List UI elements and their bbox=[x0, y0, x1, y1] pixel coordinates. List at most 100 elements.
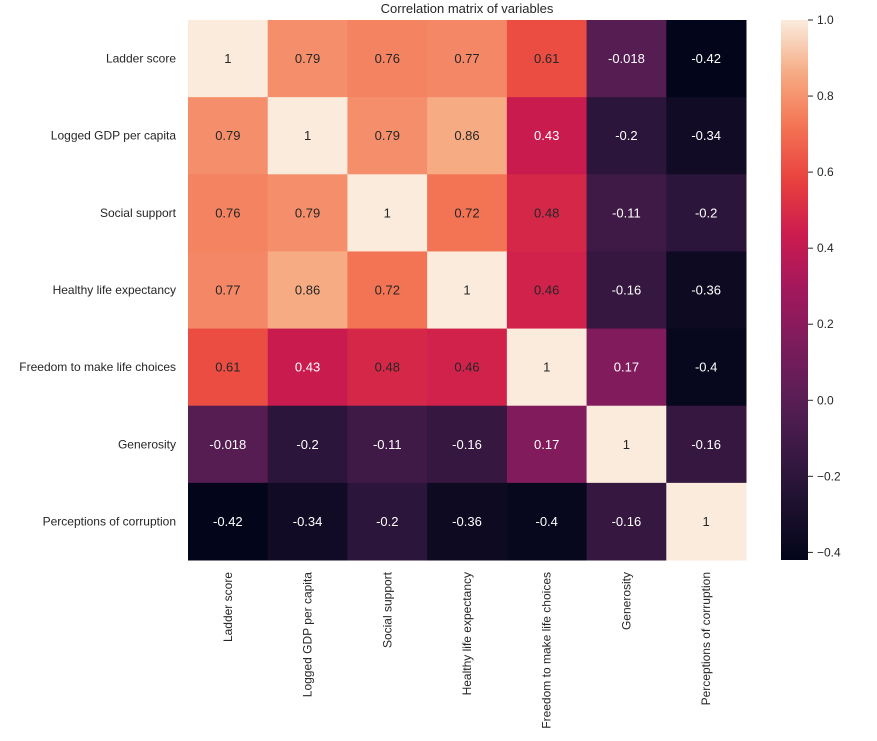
cell-annotation: -0.4 bbox=[536, 514, 558, 529]
heatmap-cell bbox=[666, 251, 747, 330]
cell-annotation: -0.2 bbox=[695, 205, 717, 220]
heatmap-cell bbox=[586, 405, 667, 484]
heatmap-cell bbox=[666, 328, 747, 407]
cell-annotation: 0.17 bbox=[534, 437, 559, 452]
colorbar-tick-label: −0.2 bbox=[817, 469, 841, 483]
colorbar-tick-label: −0.4 bbox=[817, 545, 841, 559]
heatmap-cell bbox=[506, 174, 588, 252]
cell-annotation: 0.86 bbox=[454, 128, 479, 143]
heatmap-cell bbox=[188, 20, 269, 98]
colorbar-tick-label: 0.8 bbox=[817, 89, 834, 103]
cell-annotation: -0.018 bbox=[608, 51, 645, 66]
x-tick-labels: Ladder score Logged GDP per capita Social … bbox=[221, 571, 713, 728]
cell-annotation: -0.36 bbox=[691, 283, 721, 298]
cell-annotation: 0.61 bbox=[215, 360, 240, 375]
heatmap-cell bbox=[427, 328, 508, 407]
cell-annotation: -0.2 bbox=[376, 514, 398, 529]
heatmap-cell bbox=[347, 328, 428, 407]
colorbar-tick-label: 1.0 bbox=[817, 13, 834, 27]
x-tick-label: Ladder score bbox=[221, 572, 235, 642]
heatmap-cell bbox=[347, 482, 428, 561]
heatmap-cell bbox=[506, 20, 588, 98]
heatmap-cell bbox=[666, 97, 747, 175]
heatmap-cell bbox=[586, 251, 667, 330]
heatmap-cell bbox=[188, 251, 269, 330]
heatmap-cell bbox=[427, 482, 508, 561]
heatmap-cell bbox=[506, 328, 588, 407]
colorbar-tick-label: 0.6 bbox=[817, 165, 834, 179]
heatmap-cell bbox=[188, 328, 269, 407]
cell-annotation: 1 bbox=[384, 205, 391, 220]
heatmap-cell bbox=[666, 482, 747, 561]
cell-annotation: 1 bbox=[463, 283, 470, 298]
cell-annotation: 0.86 bbox=[295, 283, 320, 298]
y-tick-label: Ladder score bbox=[106, 52, 176, 66]
cell-annotation: 0.48 bbox=[375, 360, 400, 375]
heatmap-cell bbox=[188, 405, 269, 484]
cell-annotation: 0.76 bbox=[375, 51, 400, 66]
cell-annotation: -0.16 bbox=[452, 437, 482, 452]
heatmap-cell bbox=[586, 328, 667, 407]
heatmap-cell bbox=[586, 482, 667, 561]
cell-annotation: 0.77 bbox=[215, 283, 240, 298]
heatmap-cell bbox=[267, 405, 348, 484]
x-tick-label: Logged GDP per capita bbox=[301, 572, 315, 698]
cell-annotation: -0.2 bbox=[615, 128, 637, 143]
cell-annotation: 0.46 bbox=[454, 360, 479, 375]
colorbar-tick-label: 0.2 bbox=[817, 317, 834, 331]
colorbar bbox=[781, 20, 808, 560]
heatmap-annotations: 1 0.79 0.76 0.77 0.61 -0.018 -0.42 0.79 1 0.79 0.8… bbox=[209, 51, 721, 529]
heatmap-cell bbox=[586, 174, 667, 252]
cell-annotation: 0.48 bbox=[534, 205, 559, 220]
cell-annotation: -0.42 bbox=[691, 51, 721, 66]
heatmap-cell bbox=[267, 97, 348, 175]
x-tick-label: Generosity bbox=[619, 572, 633, 630]
heatmap-cell bbox=[188, 174, 269, 252]
heatmap-cell bbox=[267, 328, 348, 407]
cell-annotation: 0.76 bbox=[215, 205, 240, 220]
heatmap-cell bbox=[347, 97, 428, 175]
cell-annotation: 1 bbox=[304, 128, 311, 143]
cell-annotation: 0.43 bbox=[295, 360, 320, 375]
cell-annotation: 0.46 bbox=[534, 283, 559, 298]
cell-annotation: 1 bbox=[224, 51, 231, 66]
x-tick-label: Healthy life expectancy bbox=[460, 572, 474, 695]
y-tick-label: Generosity bbox=[118, 437, 176, 451]
chart-title: Correlation matrix of variables bbox=[381, 1, 554, 16]
colorbar-ticks: 1.0 0.8 0.6 0.4 0.2 0.0 −0.2 −0.4 bbox=[808, 13, 841, 559]
cell-annotation: -0.11 bbox=[612, 205, 641, 220]
heatmap-cell bbox=[347, 20, 428, 98]
heatmap-cell bbox=[427, 174, 508, 252]
y-tick-label: Freedom to make life choices bbox=[19, 360, 176, 374]
heatmap-cell bbox=[506, 251, 588, 330]
x-tick-label: Perceptions of corruption bbox=[699, 572, 713, 705]
cell-annotation: 0.79 bbox=[375, 128, 400, 143]
heatmap-cell bbox=[506, 482, 588, 561]
cell-annotation: -0.36 bbox=[452, 514, 482, 529]
cell-annotation: -0.42 bbox=[213, 514, 243, 529]
heatmap-cell bbox=[666, 20, 747, 98]
cell-annotation: -0.16 bbox=[612, 514, 642, 529]
cell-annotation: -0.2 bbox=[296, 437, 318, 452]
cell-annotation: 0.79 bbox=[295, 205, 320, 220]
cell-annotation: 0.79 bbox=[295, 51, 320, 66]
y-tick-labels: Ladder score Logged GDP per capita Social … bbox=[19, 52, 176, 529]
cell-annotation: 1 bbox=[623, 437, 630, 452]
cell-annotation: 0.77 bbox=[454, 51, 479, 66]
cell-annotation: -0.34 bbox=[293, 514, 323, 529]
cell-annotation: -0.11 bbox=[373, 437, 402, 452]
heatmap-cell bbox=[267, 174, 348, 252]
cell-annotation: 0.79 bbox=[215, 128, 240, 143]
y-tick-label: Social support bbox=[100, 206, 177, 220]
cell-annotation: 0.43 bbox=[534, 128, 559, 143]
heatmap-cell bbox=[427, 251, 508, 330]
heatmap-cell bbox=[427, 20, 508, 98]
heatmap-cell bbox=[267, 482, 348, 561]
x-tick-label: Social support bbox=[380, 571, 394, 648]
cell-annotation: 1 bbox=[543, 360, 550, 375]
cell-annotation: -0.16 bbox=[691, 437, 721, 452]
heatmap-cell bbox=[427, 97, 508, 175]
heatmap-cell bbox=[267, 20, 348, 98]
cell-annotation: -0.34 bbox=[691, 128, 721, 143]
